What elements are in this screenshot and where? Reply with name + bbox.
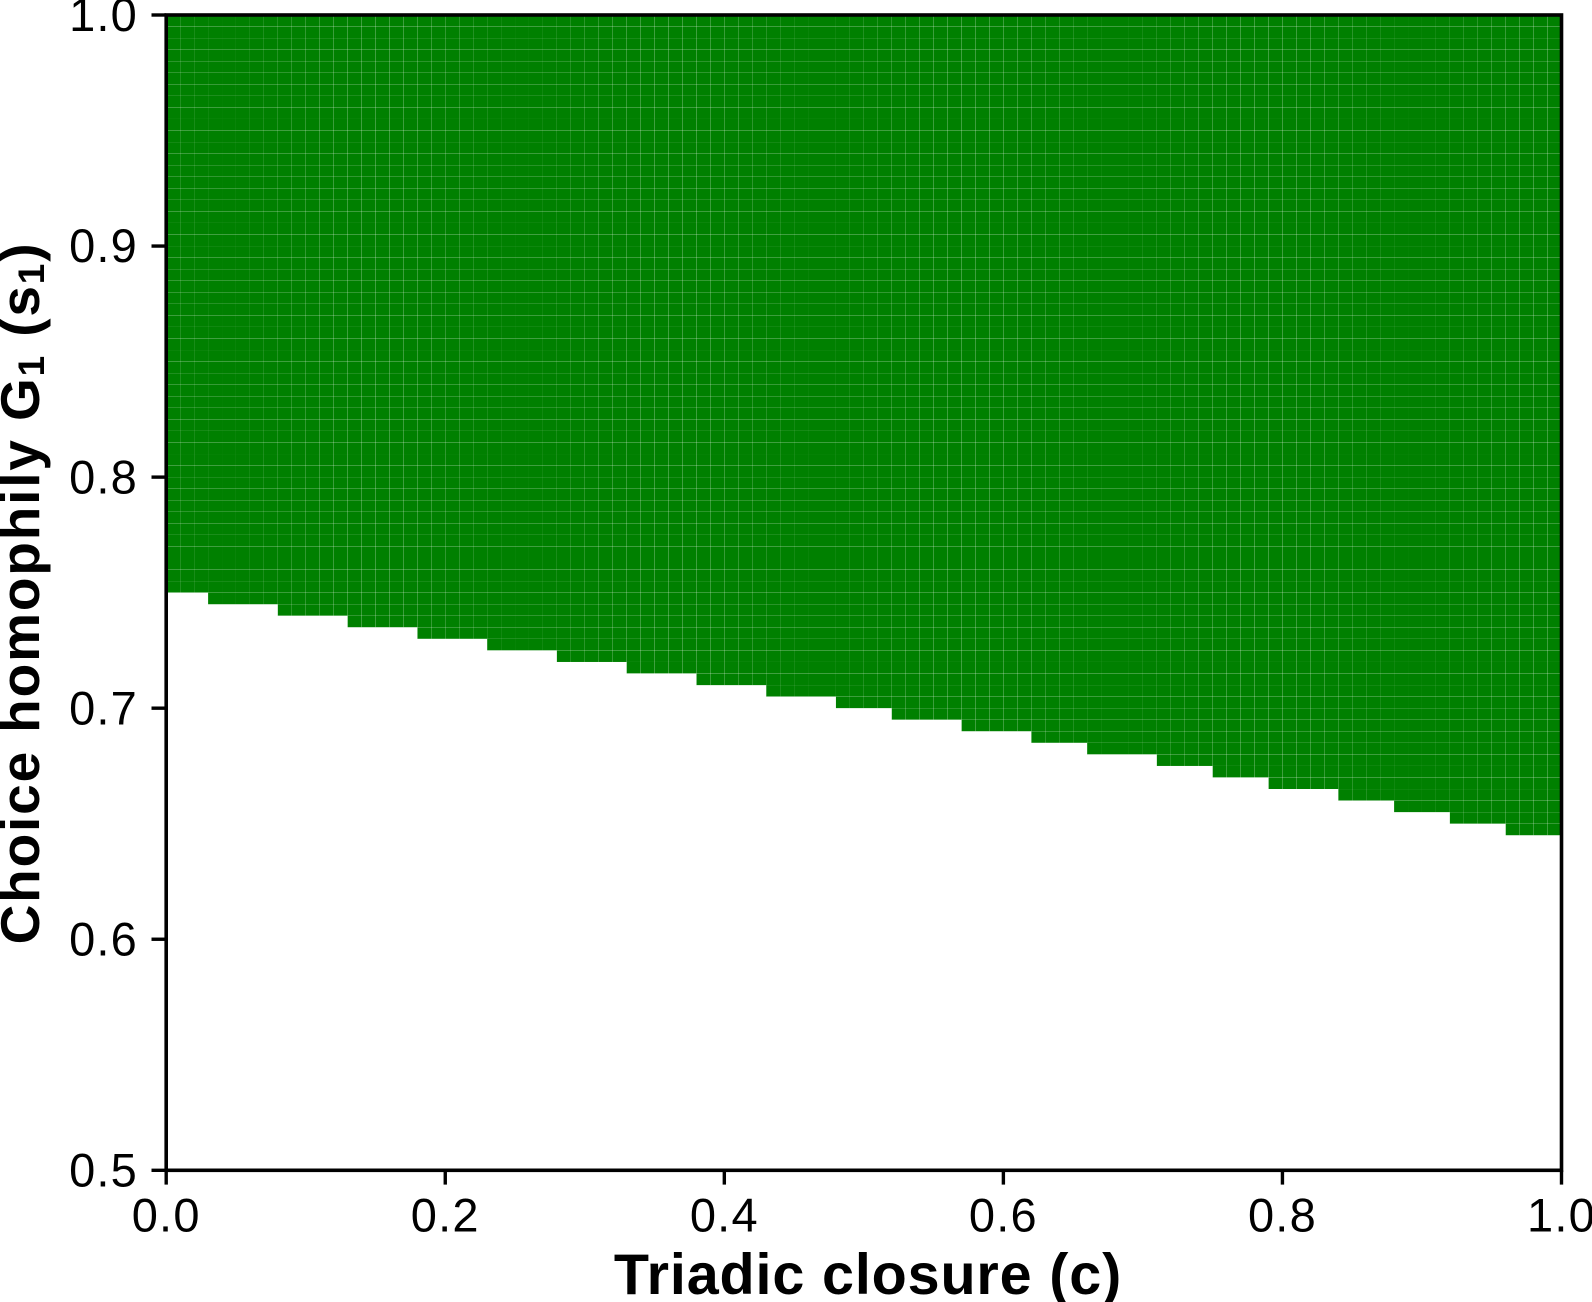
svg-text:0.6: 0.6 — [969, 1189, 1038, 1242]
svg-text:0.6: 0.6 — [69, 912, 138, 965]
svg-text:0.5: 0.5 — [69, 1144, 138, 1197]
svg-text:0.2: 0.2 — [411, 1189, 480, 1242]
svg-text:Choice homophily G1 (s1): Choice homophily G1 (s1) — [0, 242, 52, 945]
svg-text:0.8: 0.8 — [1248, 1189, 1317, 1242]
svg-text:Triadic closure (c): Triadic closure (c) — [614, 1243, 1122, 1302]
svg-text:0.4: 0.4 — [690, 1189, 759, 1242]
svg-text:0.8: 0.8 — [69, 450, 138, 503]
svg-text:1.0: 1.0 — [69, 0, 138, 41]
svg-text:0.9: 0.9 — [69, 219, 138, 272]
svg-text:1.0: 1.0 — [1527, 1189, 1592, 1242]
svg-text:0.7: 0.7 — [69, 681, 138, 734]
svg-text:0.0: 0.0 — [132, 1189, 201, 1242]
